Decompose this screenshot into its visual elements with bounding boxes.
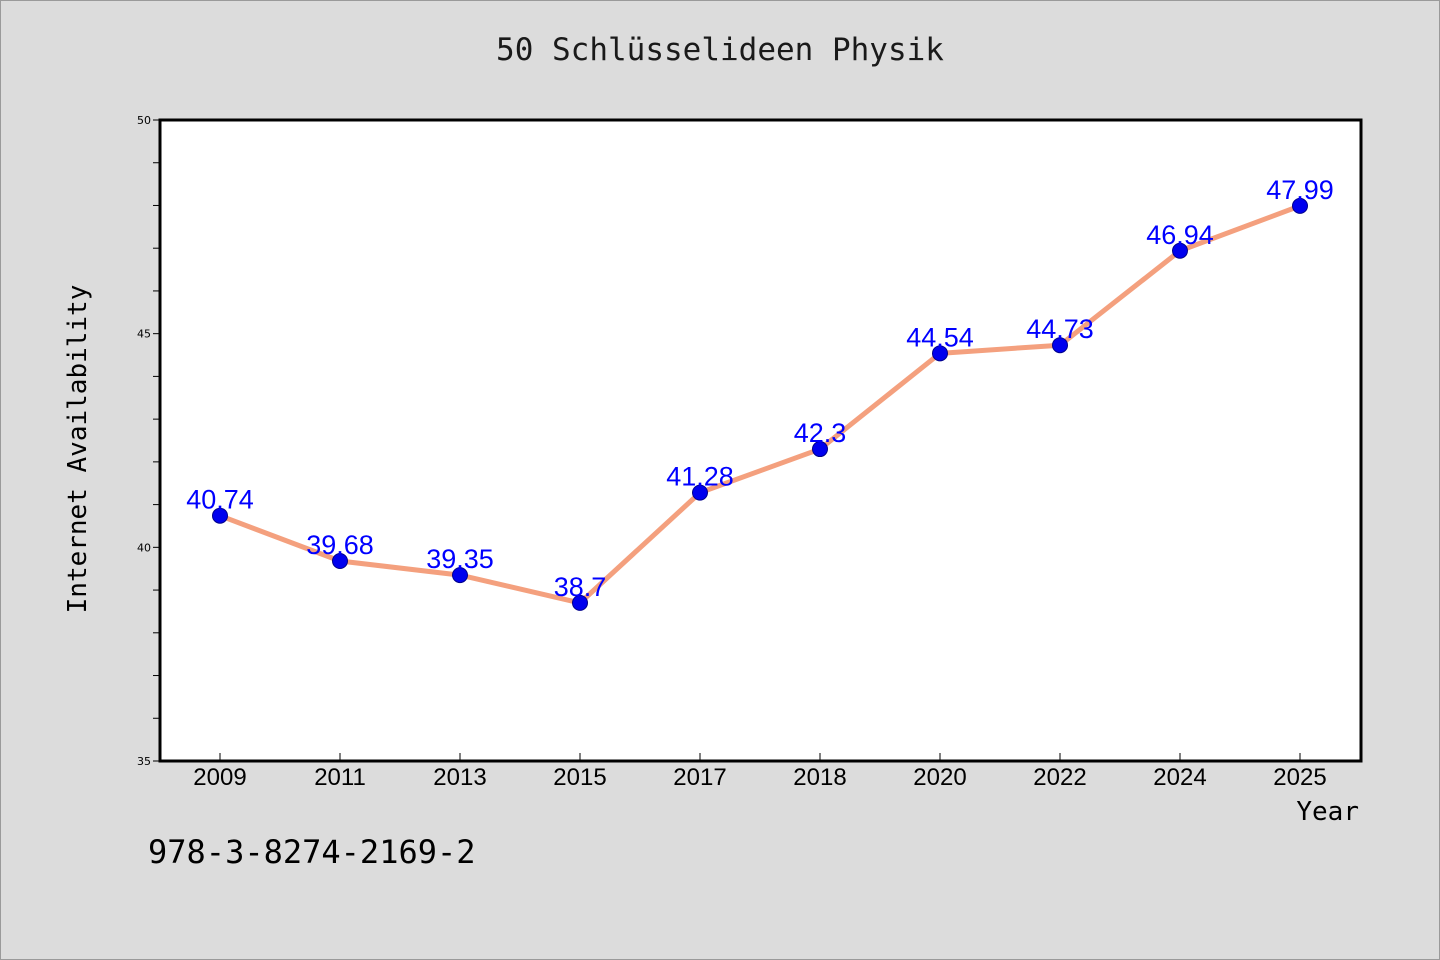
y-tick-label: 45 (137, 328, 151, 341)
y-tick-label: 40 (137, 541, 151, 554)
data-point (212, 507, 228, 524)
data-point (932, 345, 948, 362)
data-point (692, 484, 708, 501)
y-axis-label: Internet Availability (63, 285, 93, 614)
data-point (452, 567, 468, 584)
data-label: 46.94 (1146, 220, 1214, 250)
data-labels: 40.74 39.68 39.35 38.7 41.28 42.3 44.54 44.73 46… (186, 175, 1334, 602)
data-point (812, 441, 828, 458)
data-label: 47.99 (1266, 175, 1334, 205)
x-tick-label: 2024 (1153, 764, 1206, 791)
series-line (217, 203, 1303, 606)
x-axis-label: Year (1296, 797, 1359, 827)
data-label: 44.54 (906, 322, 974, 352)
x-tick-label: 2011 (314, 764, 366, 791)
y-tick-label: 35 (137, 755, 151, 768)
data-label: 44.73 (1026, 314, 1094, 344)
plot-area (158, 118, 1363, 763)
isbn-text: 978-3-8274-2169-2 (148, 833, 476, 871)
data-label: 38.7 (554, 572, 607, 602)
data-point (572, 594, 588, 611)
data-label: 42.3 (794, 418, 847, 448)
data-point (1172, 242, 1188, 259)
data-label: 41.28 (666, 462, 734, 492)
chart-title: 50 Schlüsselideen Physik (496, 32, 944, 68)
data-label: 39.68 (306, 530, 374, 560)
series-markers (212, 197, 1308, 611)
x-tick-label: 2018 (793, 764, 846, 791)
y-tick-label: 50 (137, 114, 151, 127)
x-tick-label: 2022 (1033, 764, 1086, 791)
data-label: 39.35 (426, 544, 494, 574)
data-point (1052, 337, 1068, 354)
data-label: 40.74 (186, 485, 254, 515)
x-tick-label: 2025 (1273, 764, 1326, 791)
y-axis: 35 40 45 50 (137, 114, 160, 768)
x-tick-label: 2013 (433, 764, 486, 791)
x-axis: 2009 2011 2013 2015 2017 2018 2020 2022 2024 2025 (193, 753, 1327, 791)
x-tick-label: 2017 (673, 764, 726, 791)
data-point (332, 553, 348, 570)
x-tick-label: 2020 (913, 764, 966, 791)
x-tick-label: 2015 (553, 764, 606, 791)
x-tick-label: 2009 (193, 764, 246, 791)
data-point (1292, 197, 1308, 214)
